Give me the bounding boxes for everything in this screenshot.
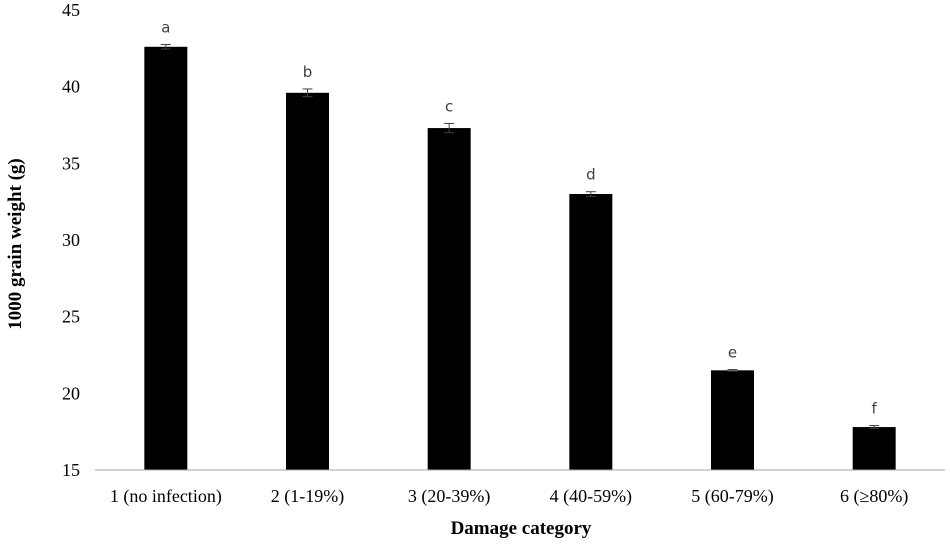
significance-letter: f (872, 400, 878, 418)
y-tick-label: 20 (62, 383, 80, 403)
y-tick-label: 15 (62, 460, 80, 480)
x-tick-label: 4 (40-59%) (550, 486, 632, 507)
y-tick-label: 30 (62, 230, 80, 250)
x-tick-label: 1 (no infection) (110, 486, 222, 507)
y-axis: 15 20 25 30 35 40 45 (62, 0, 80, 480)
y-tick-label: 35 (62, 153, 80, 173)
bar (286, 92, 329, 471)
x-tick-label: 2 (1-19%) (271, 486, 344, 507)
x-tick-label: 6 (≥80%) (840, 486, 908, 507)
x-tick-label: 3 (20-39%) (408, 486, 490, 507)
significance-letter: c (445, 97, 453, 115)
bars: a b c d e f (144, 19, 896, 471)
bar (569, 194, 613, 470)
y-tick-label: 45 (62, 0, 80, 20)
error-bar (444, 122, 455, 134)
significance-letter: e (728, 344, 737, 362)
error-bar (869, 425, 880, 430)
x-axis: 1 (no infection) 2 (1-19%) 3 (20-39%) 4 (40… (95, 469, 945, 507)
bar (427, 128, 471, 471)
x-axis-title: Damage category (451, 518, 592, 539)
error-bar (160, 44, 171, 50)
y-tick-label: 25 (62, 307, 80, 327)
significance-letter: a (161, 19, 170, 37)
x-tick-label: 5 (60-79%) (691, 486, 773, 507)
significance-letter: b (303, 63, 313, 81)
bar (852, 427, 896, 470)
bar (711, 370, 754, 470)
y-axis-title: 1000 grain weight (g) (5, 158, 26, 330)
error-bar (302, 88, 313, 98)
significance-letter: d (586, 166, 596, 184)
error-bar (585, 191, 596, 197)
error-bar (727, 369, 738, 372)
bar (144, 46, 188, 471)
y-tick-label: 40 (62, 77, 80, 97)
